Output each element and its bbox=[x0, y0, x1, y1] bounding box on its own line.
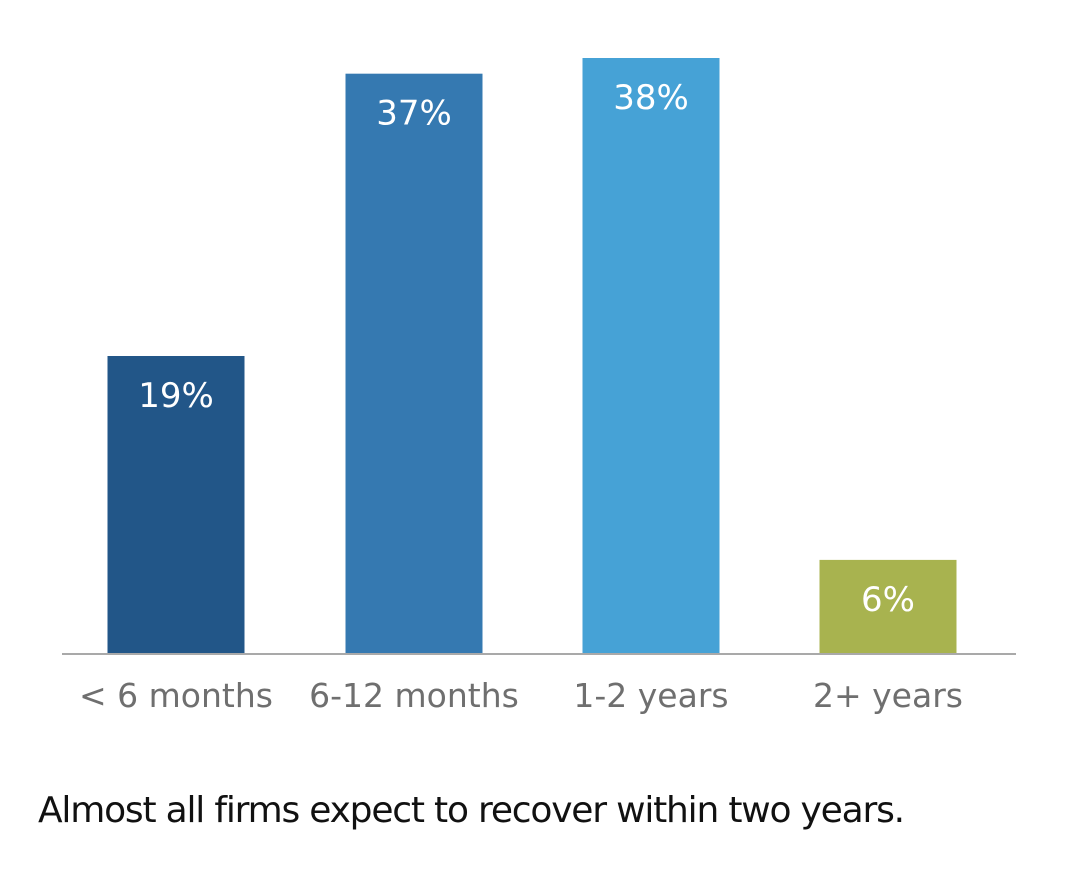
bar-0 bbox=[107, 356, 245, 654]
data-label-2: 38% bbox=[613, 78, 689, 118]
bar-3 bbox=[819, 559, 957, 654]
chart-caption: Almost all firms expect to recover withi… bbox=[38, 790, 905, 831]
data-label-0: 19% bbox=[138, 376, 214, 416]
data-label-3: 6% bbox=[861, 580, 915, 620]
data-label-1: 37% bbox=[376, 94, 452, 134]
x-tick-label-1: 6-12 months bbox=[309, 676, 519, 715]
bar-chart: 19% 37% 38% 6% < 6 months 6-12 months 1-2 yea… bbox=[62, 58, 1016, 715]
x-tick-label-0: < 6 months bbox=[79, 676, 273, 715]
bar-1 bbox=[345, 73, 483, 655]
x-tick-label-2: 1-2 years bbox=[573, 676, 728, 715]
bar-2 bbox=[582, 58, 720, 654]
labels-layer: 19% 37% 38% 6% bbox=[138, 78, 915, 620]
x-tick-label-3: 2+ years bbox=[813, 676, 963, 715]
x-tick-labels: < 6 months 6-12 months 1-2 years 2+ years bbox=[79, 676, 963, 715]
bars-layer bbox=[107, 58, 957, 655]
